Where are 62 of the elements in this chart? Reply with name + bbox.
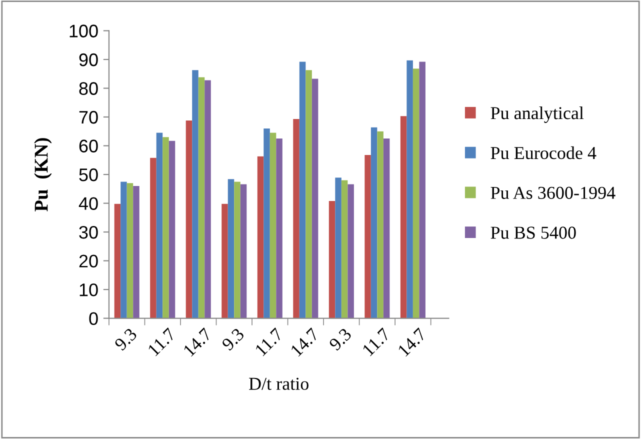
bar [335, 178, 342, 318]
bar [192, 70, 198, 318]
bar [341, 180, 348, 318]
y-tick-label: 40 [78, 197, 98, 210]
bar [150, 158, 156, 318]
legend-label: Pu Eurocode 4 [490, 146, 596, 160]
y-axis-title: Pu (KN) [34, 138, 52, 212]
bar [114, 204, 121, 318]
bar [186, 120, 192, 318]
x-tick-label: 9.3 [328, 328, 352, 352]
x-tick-label: 11.7 [147, 327, 176, 356]
bar [406, 60, 413, 318]
bar [222, 204, 228, 318]
x-tick-label: 14.7 [182, 327, 212, 357]
bar [264, 128, 270, 318]
bar [270, 132, 276, 318]
bar [126, 183, 134, 318]
bar [400, 116, 407, 318]
legend-label: Pu BS 5400 [490, 226, 576, 239]
y-tick-label: 70 [79, 110, 98, 124]
bar [156, 132, 163, 318]
bar [412, 68, 420, 318]
y-tick-label: 10 [80, 283, 98, 296]
bar [120, 182, 127, 318]
bar [383, 138, 390, 318]
bar [240, 184, 247, 318]
y-tick-label: 0 [89, 312, 98, 325]
legend-label: Pu analytical [490, 106, 584, 123]
bar [312, 78, 318, 318]
bar [204, 80, 211, 318]
bar [198, 77, 205, 318]
x-tick-label: 14.7 [398, 327, 427, 357]
y-tick-label: 100 [70, 24, 98, 38]
bar [133, 186, 140, 318]
bar [257, 156, 264, 318]
bar [293, 119, 300, 318]
x-axis-title: D/t ratio [249, 378, 308, 390]
x-tick-label: 11.7 [254, 327, 284, 356]
bar [228, 179, 234, 318]
x-tick-label: 9.3 [221, 328, 245, 352]
y-tick-label: 80 [79, 82, 98, 95]
bar [162, 137, 169, 318]
y-tick-label: 50 [79, 168, 98, 182]
bar [234, 182, 240, 318]
bar [306, 70, 312, 318]
bar [168, 140, 176, 318]
bar [348, 184, 354, 318]
bar [364, 154, 371, 318]
y-tick-label: 20 [79, 254, 98, 268]
legend-label: Pu As 3600-1994 [490, 186, 616, 199]
y-tick-label: 90 [79, 53, 98, 66]
bar [276, 138, 282, 318]
x-tick-label: 11.7 [362, 327, 391, 356]
bar [370, 127, 378, 318]
y-tick-label: 60 [79, 140, 98, 152]
y-tick-label: 30 [79, 226, 98, 239]
bar [328, 200, 336, 318]
bar [299, 62, 306, 318]
bar [377, 131, 384, 318]
x-tick-label: 9.3 [114, 328, 138, 352]
x-tick-label: 14.7 [290, 327, 320, 357]
bar [419, 62, 426, 318]
